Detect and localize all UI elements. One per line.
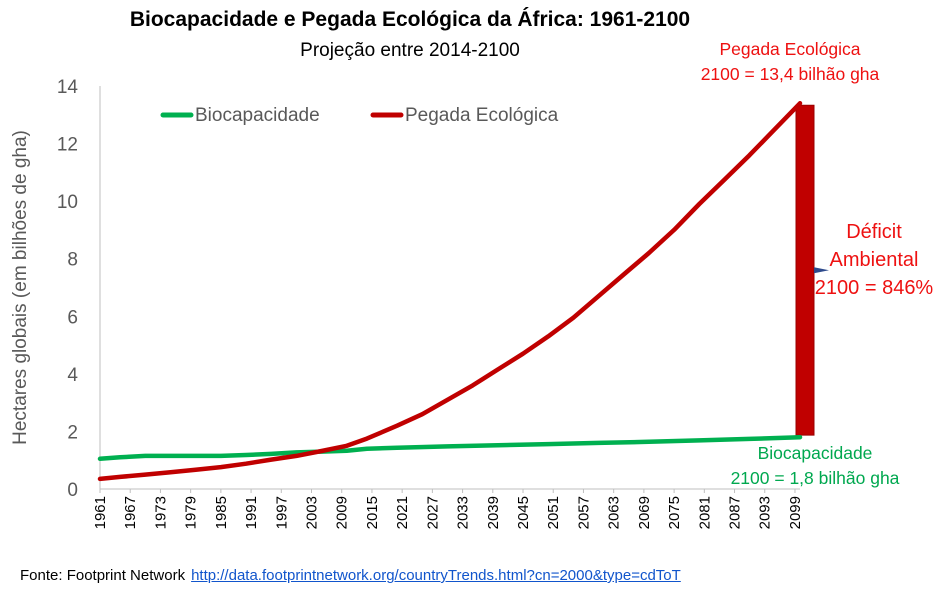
x-tick-label: 2021 [394, 496, 411, 529]
x-tick-label: 2003 [304, 496, 321, 529]
deficit-annotation-line2: Ambiental [829, 249, 919, 271]
source-link[interactable]: http://data.footprintnetwork.org/country… [191, 567, 681, 584]
x-tick-label: 2039 [485, 496, 502, 529]
footprint-annotation: Pegada Ecológica 2100 = 13,4 bilhão gha [660, 37, 920, 87]
deficit-bar [795, 104, 815, 436]
y-tick-label: 2 [67, 422, 78, 443]
y-tick-label: 12 [57, 135, 78, 156]
y-tick-label: 6 [67, 307, 78, 328]
chart-title: Biocapacidade e Pegada Ecológica da Áfri… [129, 8, 691, 31]
legend-item-pegada-ecologica-label: Pegada Ecológica [405, 105, 559, 126]
source-label: Fonte: Footprint Network [20, 567, 186, 584]
x-tick-label: 1973 [152, 496, 169, 529]
series-line-biocapacidade [97, 434, 803, 462]
y-tick-label: 14 [57, 77, 79, 98]
x-tick-label: 2087 [727, 496, 744, 529]
y-tick-label: 10 [57, 192, 78, 213]
deficit-annotation: Déficit Ambiental 2100 = 846% [800, 218, 948, 302]
x-tick-label: 2051 [545, 496, 562, 529]
x-tick-label: 1997 [273, 496, 290, 529]
chart-subtitle: Projeção entre 2014-2100 [300, 40, 520, 61]
x-tick-label: 2033 [455, 496, 472, 529]
y-tick-label: 4 [67, 365, 78, 386]
x-tick-label: 2009 [334, 496, 351, 529]
x-tick-label: 1961 [92, 496, 109, 529]
x-tick-label: 2027 [424, 496, 441, 529]
y-tick-label: 8 [67, 250, 78, 271]
biocapacity-annotation-title: Biocapacidade [757, 443, 873, 463]
deficit-annotation-line1: Déficit [846, 221, 902, 243]
series-line-pegada-ecologica [97, 101, 803, 482]
x-tick-label: 2093 [757, 496, 774, 529]
biocapacity-annotation-value: 2100 = 1,8 bilhão gha [730, 468, 900, 488]
deficit-pointer [814, 267, 829, 274]
x-tick-label: 2069 [636, 496, 653, 529]
x-tick-label: 2081 [696, 496, 713, 529]
deficit-annotation-value: 2100 = 846% [814, 277, 934, 299]
x-tick-label: 1985 [213, 496, 230, 529]
x-tick-label: 1967 [122, 496, 139, 529]
x-tick-label: 2063 [606, 496, 623, 529]
source-footer: Fonte: Footprint Network http://data.foot… [20, 567, 681, 584]
footprint-annotation-title: Pegada Ecológica [719, 39, 861, 59]
footprint-annotation-value: 2100 = 13,4 bilhão gha [700, 64, 880, 84]
y-axis-label: Hectares globais (em bilhões de gha) [10, 130, 31, 445]
legend-item-biocapacidade-label: Biocapacidade [195, 105, 320, 126]
y-tick-label: 0 [67, 480, 78, 501]
x-tick-label: 2015 [364, 496, 381, 529]
x-tick-label: 1991 [243, 496, 260, 529]
x-tick-label: 2075 [666, 496, 683, 529]
x-tick-label: 1979 [183, 496, 200, 529]
x-tick-label: 2045 [515, 496, 532, 529]
biocapacity-annotation: Biocapacidade 2100 = 1,8 bilhão gha [700, 441, 930, 491]
x-tick-label: 2099 [787, 496, 804, 529]
x-tick-label: 2057 [575, 496, 592, 529]
